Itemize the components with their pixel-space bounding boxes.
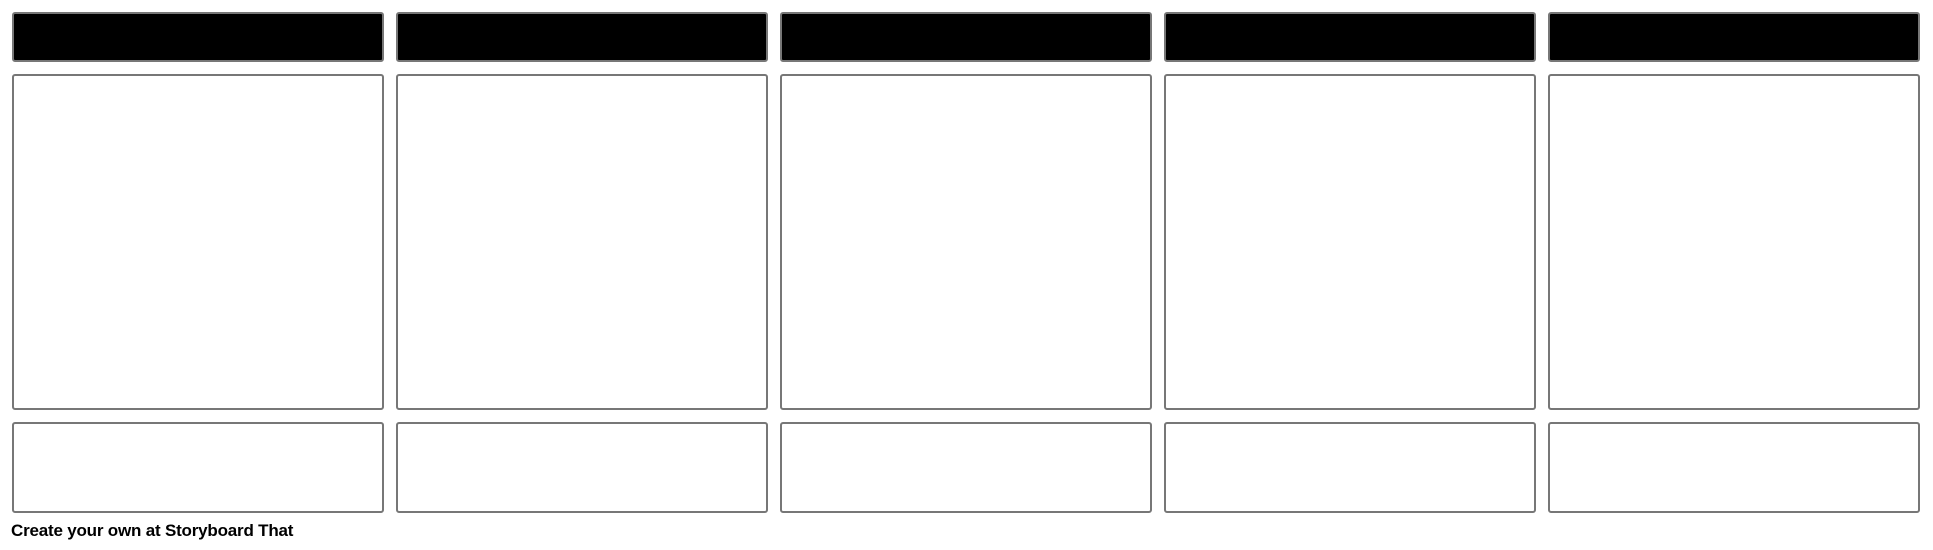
cell-description[interactable]: [1164, 422, 1536, 513]
storyboard-cell[interactable]: [1548, 74, 1920, 410]
storyboard-cell[interactable]: [780, 74, 1152, 410]
cell-description[interactable]: [1548, 422, 1920, 513]
cell-description[interactable]: [780, 422, 1152, 513]
column-title[interactable]: [1548, 12, 1920, 62]
cell-description[interactable]: [12, 422, 384, 513]
column-title[interactable]: [396, 12, 768, 62]
storyboard-cell[interactable]: [1164, 74, 1536, 410]
cell-description[interactable]: [396, 422, 768, 513]
column-title[interactable]: [12, 12, 384, 62]
column-title[interactable]: [1164, 12, 1536, 62]
footer-credit[interactable]: Create your own at Storyboard That: [11, 521, 294, 540]
column-title[interactable]: [780, 12, 1152, 62]
storyboard-cell[interactable]: [396, 74, 768, 410]
storyboard-cell[interactable]: [12, 74, 384, 410]
